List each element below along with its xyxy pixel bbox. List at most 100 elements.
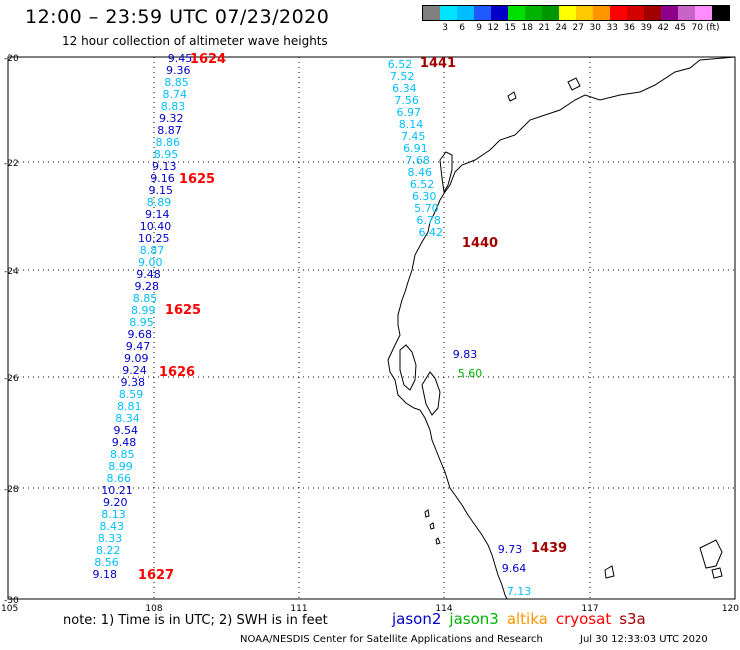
wave-height-value: 9.54	[114, 424, 139, 437]
wave-height-value: 8.22	[96, 544, 121, 557]
legend-tick-label: 6	[459, 23, 465, 33]
wave-height-value: 8.59	[119, 388, 144, 401]
wave-height-value: 6.52	[410, 178, 435, 191]
wave-height-value: 6.30	[412, 190, 437, 203]
legend-tick-label: 45	[674, 23, 686, 33]
wave-height-value: 8.14	[399, 118, 424, 131]
legend-swatch	[661, 6, 678, 20]
satellite-s3a: s3a	[619, 610, 646, 628]
wave-height-value: 9.48	[112, 436, 137, 449]
pass-time-label: 1441	[420, 56, 456, 71]
legend-tick-label: 33	[606, 23, 618, 33]
wave-height-value: 8.85	[133, 292, 158, 305]
legend-tick-label: 36	[623, 23, 635, 33]
satellite-cryosat: cryosat	[555, 610, 612, 628]
island-east	[567, 77, 581, 91]
legend-swatch	[678, 6, 695, 20]
wave-height-value: 8.43	[100, 520, 125, 533]
wave-height-value: 10.21	[101, 484, 133, 497]
wave-height-value: 9.36	[166, 64, 191, 77]
legend-tick-label: 15	[504, 23, 516, 33]
wave-height-value: 9.73	[498, 543, 523, 556]
wave-height-value: 9.38	[121, 376, 146, 389]
footer-note: note: 1) Time is in UTC; 2) SWH is in fe…	[63, 613, 328, 628]
wave-height-value: 8.33	[98, 532, 123, 545]
legend-swatch	[695, 6, 712, 20]
legend-swatch	[712, 6, 729, 20]
pass-time-label: 1624	[190, 52, 226, 67]
wave-height-value: 6.91	[403, 142, 428, 155]
legend-swatch	[576, 6, 593, 20]
wave-height-value: 9.68	[128, 328, 153, 341]
wave-height-value: 9.16	[150, 172, 175, 185]
wave-height-value: 8.85	[110, 448, 135, 461]
legend-tick-label: 42	[657, 23, 669, 33]
lon-label: 120	[722, 604, 739, 614]
legend-swatch	[559, 6, 576, 20]
wave-height-value: 7.68	[405, 154, 430, 167]
wave-height-value: 9.47	[126, 340, 151, 353]
lake-south-3	[711, 567, 723, 579]
wave-height-value: 8.99	[131, 304, 156, 317]
lat-label: -28	[4, 485, 19, 495]
wave-height-value: 8.87	[140, 244, 165, 257]
wave-height-value: 9.45	[168, 52, 193, 65]
wave-height-value: 8.74	[163, 88, 188, 101]
legend-tick-label: 21	[538, 23, 550, 33]
wave-height-value: 8.85	[164, 76, 189, 89]
wave-height-value: 9.18	[93, 568, 118, 581]
wave-height-value: 5.70	[414, 202, 439, 215]
wave-height-value: 10.25	[138, 232, 170, 245]
satellite-legend: jason2 jason3 altika cryosat s3a	[392, 610, 654, 628]
wave-height-value: 8.81	[117, 400, 142, 413]
legend-tick-label: 27	[572, 23, 584, 33]
lake-south-1	[604, 565, 615, 579]
wave-height-value: 6.78	[416, 214, 441, 227]
wave-height-value: 8.56	[94, 556, 119, 569]
wave-height-value: 9.83	[453, 348, 478, 361]
wave-height-value: 8.95	[154, 148, 179, 161]
coastline	[387, 56, 736, 600]
wave-height-value: 10.40	[140, 220, 172, 233]
legend-tick-label: 3	[442, 23, 448, 33]
lat-label: -24	[4, 267, 19, 277]
pass-time-label: 1440	[462, 236, 498, 251]
wave-height-value: 8.13	[101, 508, 126, 521]
coastline-shark-bay	[399, 344, 417, 391]
legend-swatches	[422, 5, 730, 21]
wave-height-value: 5.60	[458, 367, 483, 380]
legend-tick-label: 24	[555, 23, 567, 33]
legend-swatch	[627, 6, 644, 20]
wave-height-value: 7.13	[507, 585, 532, 598]
wave-height-value: 9.20	[103, 496, 128, 509]
coastline-mainland	[387, 56, 736, 600]
legend-swatch	[474, 6, 491, 20]
wave-height-value: 8.99	[108, 460, 133, 473]
satellite-altika: altika	[506, 610, 548, 628]
wave-height-value: 9.28	[135, 280, 160, 293]
lat-label: -22	[4, 159, 19, 169]
wave-height-value: 6.97	[397, 106, 422, 119]
lon-label: 114	[435, 604, 452, 614]
credit-line: NOAA/NESDIS Center for Satellite Applica…	[240, 634, 543, 645]
lon-label: 108	[145, 604, 162, 614]
legend-ticks: 3 6 9 12 15 18 21 24 27 30 33 36 39 42 45 70 (ft)	[422, 23, 730, 33]
wave-height-value: 6.42	[419, 226, 444, 239]
legend-swatch	[423, 6, 440, 20]
pass-times: 1624 1625 1625 1626 1627 1441 1440 1439	[138, 52, 567, 583]
lon-label: 117	[581, 604, 598, 614]
coastline-cape	[439, 151, 453, 194]
wave-height-value: 8.34	[115, 412, 140, 425]
pass-time-label: 1626	[159, 365, 195, 380]
map-title: 12:00 – 23:59 UTC 07/23/2020	[25, 6, 330, 28]
legend-swatch	[610, 6, 627, 20]
timestamp: Jul 30 12:33:03 UTC 2020	[580, 634, 708, 645]
wave-height-value: 9.64	[502, 562, 527, 575]
legend-swatch	[525, 6, 542, 20]
altimeter-tracks: 9.459.368.858.748.839.328.878.868.959.13…	[93, 52, 532, 598]
lat-label: -26	[4, 374, 19, 384]
wave-height-value: 8.86	[156, 136, 181, 149]
color-legend: 3 6 9 12 15 18 21 24 27 30 33 36 39 42 45 70 (ft)	[422, 5, 730, 33]
island-abrolhos-2	[429, 522, 435, 530]
